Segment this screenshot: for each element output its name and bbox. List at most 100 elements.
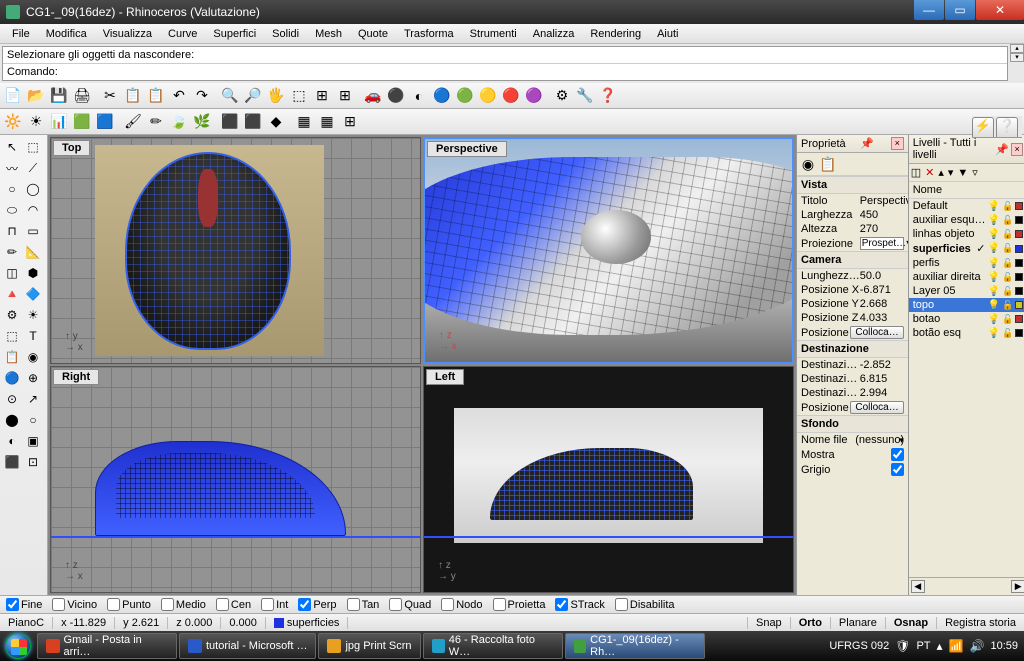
maximize-button[interactable]: ▭ [945, 0, 975, 20]
toolbox-btn-13[interactable]: ⬢ [23, 263, 43, 283]
projection-dropdown[interactable]: Prospet… [860, 237, 904, 250]
menu-trasforma[interactable]: Trasforma [396, 28, 462, 40]
layer-filter-icon[interactable]: ▼ [957, 167, 968, 179]
toolbar1-btn-23[interactable]: 🟡 [477, 85, 499, 107]
toolbar1-btn-15[interactable]: ⊞ [311, 85, 333, 107]
toolbox-btn-18[interactable]: ⬚ [2, 326, 22, 346]
viewport-left[interactable]: Left zy [423, 366, 794, 593]
toolbox-btn-0[interactable]: ↖ [2, 137, 22, 157]
tab-help-icon[interactable]: ❔ [996, 117, 1018, 137]
viewport-perspective-label[interactable]: Perspective [427, 141, 507, 157]
place-target-button[interactable]: Colloca… [850, 401, 903, 414]
layer-tools-icon[interactable]: ▿ [972, 166, 978, 179]
properties-pin-icon[interactable]: 📌 [860, 137, 874, 150]
delete-layer-icon[interactable]: ✕ [925, 166, 934, 179]
scroll-left-icon[interactable]: ◀ [911, 580, 925, 593]
osnap-medio[interactable]: Medio [161, 598, 206, 611]
osnap-strack[interactable]: STrack [555, 598, 604, 611]
menu-analizza[interactable]: Analizza [525, 28, 583, 40]
toolbar1-btn-13[interactable]: 🖐 [265, 85, 287, 107]
status-plane[interactable]: PianoC [0, 617, 53, 629]
command-scroll[interactable]: ▴▾ [1010, 44, 1024, 83]
viewport-right-label[interactable]: Right [53, 369, 99, 385]
layer-item[interactable]: Layer 05💡🔓 [909, 284, 1024, 298]
menu-solidi[interactable]: Solidi [264, 28, 307, 40]
toolbox-btn-20[interactable]: 📋 [2, 347, 22, 367]
properties-close-icon[interactable]: × [891, 137, 904, 150]
toolbar2-btn-11[interactable]: ⬛ [219, 111, 241, 133]
layers-pin-icon[interactable]: 📌 [995, 143, 1009, 156]
osnap-nodo[interactable]: Nodo [441, 598, 482, 611]
taskbar-item[interactable]: Gmail - Posta in arri… [37, 633, 177, 659]
toolbar1-btn-1[interactable]: 📂 [25, 85, 47, 107]
toolbar1-btn-25[interactable]: 🟣 [523, 85, 545, 107]
toolbar1-btn-28[interactable]: 🔧 [574, 85, 596, 107]
toolbox-btn-16[interactable]: ⚙ [2, 305, 22, 325]
toolbox-btn-21[interactable]: ◉ [23, 347, 43, 367]
osnap-cen[interactable]: Cen [216, 598, 251, 611]
status-planare[interactable]: Planare [830, 617, 885, 629]
toolbar1-btn-18[interactable]: 🚗 [362, 85, 384, 107]
command-input[interactable] [62, 64, 1007, 80]
viewport-left-label[interactable]: Left [426, 369, 464, 385]
toolbar2-btn-1[interactable]: ☀ [25, 111, 47, 133]
toolbox-btn-28[interactable]: ◐ [2, 431, 22, 451]
taskbar-item[interactable]: 46 - Raccolta foto W… [423, 633, 563, 659]
osnap-proietta[interactable]: Proietta [493, 598, 546, 611]
toolbar2-btn-9[interactable]: 🌿 [191, 111, 213, 133]
prop-tab-icon[interactable]: 📋 [819, 155, 837, 173]
viewport-top[interactable]: Top yx [50, 137, 421, 364]
toolbar1-btn-29[interactable]: ❓ [597, 85, 619, 107]
menu-quote[interactable]: Quote [350, 28, 396, 40]
osnap-int[interactable]: Int [261, 598, 288, 611]
toolbar2-btn-4[interactable]: 🟦 [94, 111, 116, 133]
toolbar1-btn-20[interactable]: ◐ [408, 85, 430, 107]
layers-close-icon[interactable]: × [1011, 143, 1023, 156]
toolbar1-btn-14[interactable]: ⬚ [288, 85, 310, 107]
toolbox-btn-17[interactable]: ☀ [23, 305, 43, 325]
toolbar2-btn-15[interactable]: ▦ [293, 111, 315, 133]
toolbar2-btn-12[interactable]: ⬛ [242, 111, 264, 133]
toolbar1-btn-9[interactable]: ↷ [191, 85, 213, 107]
layer-item[interactable]: Default💡🔓 [909, 199, 1024, 213]
tray-up-icon[interactable]: ▴ [937, 639, 943, 653]
toolbox-btn-19[interactable]: T [23, 326, 43, 346]
toolbox-btn-29[interactable]: ▣ [23, 431, 43, 451]
prop-tab-icon[interactable]: ◉ [799, 155, 817, 173]
toolbox-btn-10[interactable]: ✏ [2, 242, 22, 262]
toolbox-btn-12[interactable]: ◫ [2, 263, 22, 283]
toolbar1-btn-5[interactable]: ✂ [99, 85, 121, 107]
toolbox-btn-25[interactable]: ↗ [23, 389, 43, 409]
menu-file[interactable]: File [4, 28, 38, 40]
layer-item[interactable]: botão esq💡🔓 [909, 326, 1024, 340]
toolbar1-btn-0[interactable]: 📄 [2, 85, 24, 107]
new-layer-icon[interactable]: ◫ [911, 166, 921, 179]
toolbox-btn-31[interactable]: ⊡ [23, 452, 43, 472]
osnap-punto[interactable]: Punto [107, 598, 151, 611]
grigio-checkbox[interactable] [891, 463, 904, 476]
menu-visualizza[interactable]: Visualizza [95, 28, 160, 40]
toolbar1-btn-7[interactable]: 📋 [145, 85, 167, 107]
menu-modifica[interactable]: Modifica [38, 28, 95, 40]
status-snap[interactable]: Snap [747, 617, 790, 629]
tray-shield-icon[interactable]: 🛡 [895, 639, 910, 653]
layer-item[interactable]: auxiliar esqu…💡🔓 [909, 213, 1024, 227]
toolbar1-btn-11[interactable]: 🔍 [219, 85, 241, 107]
toolbar2-btn-7[interactable]: ✏ [145, 111, 167, 133]
toolbox-btn-23[interactable]: ⊕ [23, 368, 43, 388]
layer-item[interactable]: superficies✓💡🔓 [909, 241, 1024, 256]
toolbar1-btn-24[interactable]: 🔴 [500, 85, 522, 107]
toolbar1-btn-2[interactable]: 💾 [48, 85, 70, 107]
tray-network-icon[interactable]: 📶 [949, 639, 964, 653]
toolbar2-btn-8[interactable]: 🍃 [168, 111, 190, 133]
layer-down-icon[interactable]: ▾ [948, 166, 954, 179]
toolbar2-btn-3[interactable]: 🟩 [71, 111, 93, 133]
toolbar2-btn-0[interactable]: 🔆 [2, 111, 24, 133]
toolbar2-btn-6[interactable]: 🖌 [122, 111, 144, 133]
toolbox-btn-14[interactable]: 🔺 [2, 284, 22, 304]
tray-net[interactable]: UFRGS 092 [829, 640, 889, 652]
toolbox-btn-22[interactable]: 🔵 [2, 368, 22, 388]
menu-strumenti[interactable]: Strumenti [462, 28, 525, 40]
toolbar1-btn-16[interactable]: ⊞ [334, 85, 356, 107]
taskbar-item[interactable]: jpg Print Scrn [318, 633, 420, 659]
